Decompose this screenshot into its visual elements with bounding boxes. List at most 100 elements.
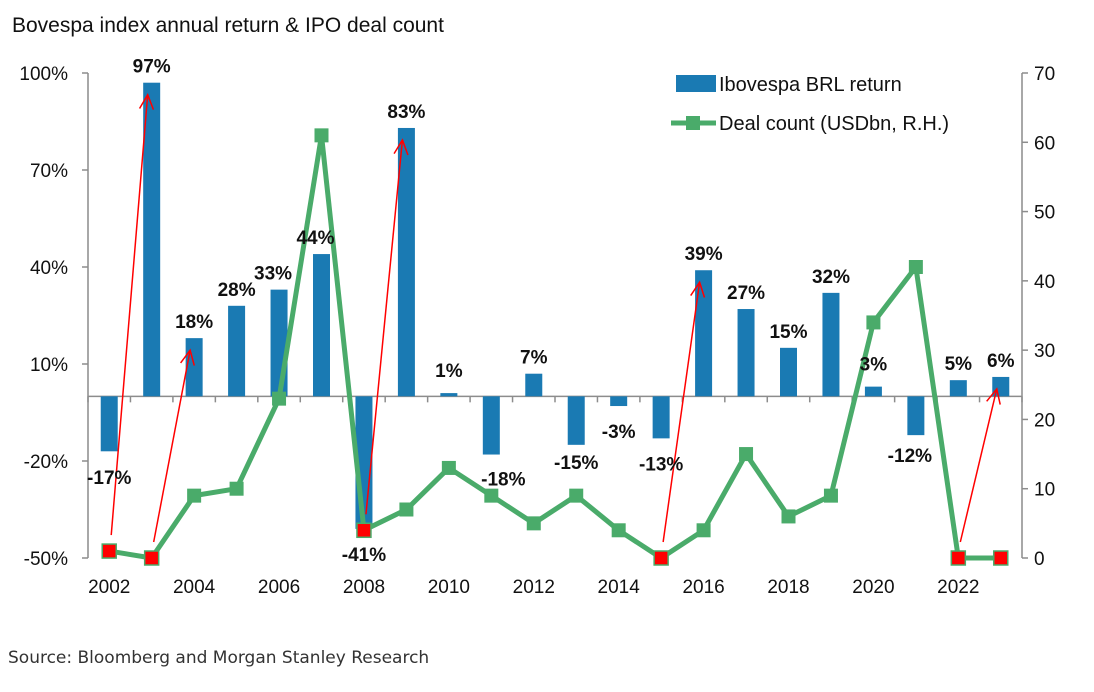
deal-marker-2013: [569, 488, 584, 503]
data-label-2023: 6%: [987, 351, 1015, 372]
arrowhead-2008-2009: [393, 138, 409, 156]
bar-2021: [907, 396, 925, 436]
deal-marker-2004: [187, 488, 202, 503]
arrowhead-2022-2023: [986, 387, 1001, 405]
data-label-2018: 15%: [769, 322, 807, 343]
deal-marker-2003: [143, 550, 160, 566]
deal-marker-2022: [950, 550, 967, 566]
arrowhead-2003-2004: [180, 348, 196, 366]
arrow-2008-2009: [365, 139, 404, 515]
arrow-2002-2003: [110, 94, 149, 536]
data-label-2011: -18%: [481, 470, 525, 491]
legend-swatch-bar: [676, 75, 716, 92]
right-axis-tick-label: 0: [1034, 549, 1045, 570]
bar-2010: [440, 393, 458, 397]
deal-marker-2008: [356, 522, 372, 539]
bar-2020: [864, 386, 882, 397]
data-label-2012: 7%: [520, 348, 548, 369]
bar-2011: [482, 396, 500, 455]
bar-2005: [228, 305, 246, 397]
legend-swatch-marker: [686, 116, 700, 130]
x-axis-tick-label: 2016: [682, 577, 724, 598]
data-labels: -17% 97% 18%28%33%44% -41% 83% 1% -18% 7% -15%-3…: [87, 57, 1015, 566]
deal-marker-2014: [611, 523, 626, 538]
left-axis-tick-label: 70%: [30, 161, 68, 182]
data-label-2019: 32%: [812, 267, 850, 288]
data-label-2010: 1%: [435, 361, 463, 382]
x-axis-tick-label: 2008: [343, 577, 385, 598]
x-axis-tick-label: 2010: [428, 577, 470, 598]
bar-2002: [100, 396, 118, 452]
data-label-2004: 18%: [175, 312, 213, 333]
bar-2007: [313, 254, 330, 397]
x-axis-tick-label: 2006: [258, 577, 300, 598]
bar-2016: [695, 270, 713, 397]
bar-2017: [737, 309, 755, 397]
data-label-2017: 27%: [727, 283, 765, 304]
source-note: Source: Bloomberg and Morgan Stanley Res…: [8, 648, 430, 668]
bar-2023: [992, 376, 1010, 397]
right-axis-tick-label: 10: [1034, 480, 1055, 501]
right-axis-tick-label: 60: [1034, 133, 1055, 154]
data-label-2002: -17%: [87, 468, 131, 489]
axes: 100%70%40%10%-20%-50%7060504030201002002…: [19, 64, 1055, 598]
bar-2009: [397, 127, 415, 397]
deal-marker-2012: [526, 516, 541, 531]
arrow-2022-2023: [959, 388, 998, 543]
x-axis-tick-label: 2012: [513, 577, 555, 598]
data-label-2020: 3%: [860, 355, 888, 376]
data-label-2016: 39%: [685, 244, 723, 265]
data-label-2014: -3%: [602, 422, 636, 443]
bar-2019: [822, 292, 840, 397]
data-label-2015: -13%: [639, 454, 683, 475]
data-label-2006: 33%: [254, 264, 292, 285]
bar-2012: [525, 373, 543, 397]
arrow-2015-2016: [662, 282, 701, 543]
bar-2003: [143, 82, 161, 397]
deal-marker-2005: [229, 481, 244, 496]
data-label-2005: 28%: [218, 280, 256, 301]
bar-2014: [610, 396, 628, 407]
data-label-2007: 44%: [296, 228, 334, 249]
bar-2015: [652, 396, 670, 439]
right-axis-tick-label: 70: [1034, 64, 1055, 85]
data-label-2022: 5%: [945, 354, 973, 375]
right-axis-tick-label: 30: [1034, 341, 1055, 362]
data-label-2013: -15%: [554, 453, 598, 474]
deal-marker-2009: [399, 502, 414, 517]
deal-marker-2021: [908, 260, 923, 274]
right-axis-tick-label: 50: [1034, 203, 1055, 224]
legend-label-bar: Ibovespa BRL return: [719, 74, 902, 96]
deal-marker-2023: [993, 550, 1009, 566]
data-label-2021: -12%: [888, 446, 932, 467]
left-axis-tick-label: 100%: [19, 64, 68, 85]
line-series: [101, 128, 1009, 566]
deal-marker-2015: [653, 550, 669, 566]
legend: Ibovespa BRL return Deal count (USDbn, R…: [671, 74, 949, 135]
deal-marker-2018: [781, 509, 796, 524]
data-label-2003: 97%: [133, 57, 171, 78]
deal-marker-2019: [823, 488, 838, 503]
bar-2004: [185, 338, 203, 397]
arrow-2003-2004: [152, 349, 191, 543]
x-axis-tick-label: 2022: [937, 577, 979, 598]
left-axis-tick-label: 10%: [30, 355, 68, 376]
left-axis-tick-label: -20%: [24, 452, 68, 473]
deal-marker-2011: [484, 488, 499, 503]
bar-2022: [949, 380, 967, 397]
data-label-2009: 83%: [387, 102, 425, 123]
deal-marker-2002: [101, 543, 117, 559]
arrowhead-2002-2003: [138, 92, 155, 110]
bar-2006: [270, 289, 288, 397]
x-axis-tick-label: 2020: [852, 577, 894, 598]
legend-label-line: Deal count (USDbn, R.H.): [719, 113, 949, 135]
deal-marker-2006: [272, 391, 287, 406]
right-axis-tick-label: 20: [1034, 410, 1055, 431]
left-axis-tick-label: 40%: [30, 258, 68, 279]
deal-marker-2017: [739, 447, 754, 462]
deal-marker-2010: [441, 460, 456, 475]
x-axis-tick-label: 2014: [598, 577, 641, 598]
bar-2018: [780, 347, 797, 397]
data-label-2008: -41%: [342, 545, 386, 566]
x-axis-tick-label: 2018: [767, 577, 809, 598]
